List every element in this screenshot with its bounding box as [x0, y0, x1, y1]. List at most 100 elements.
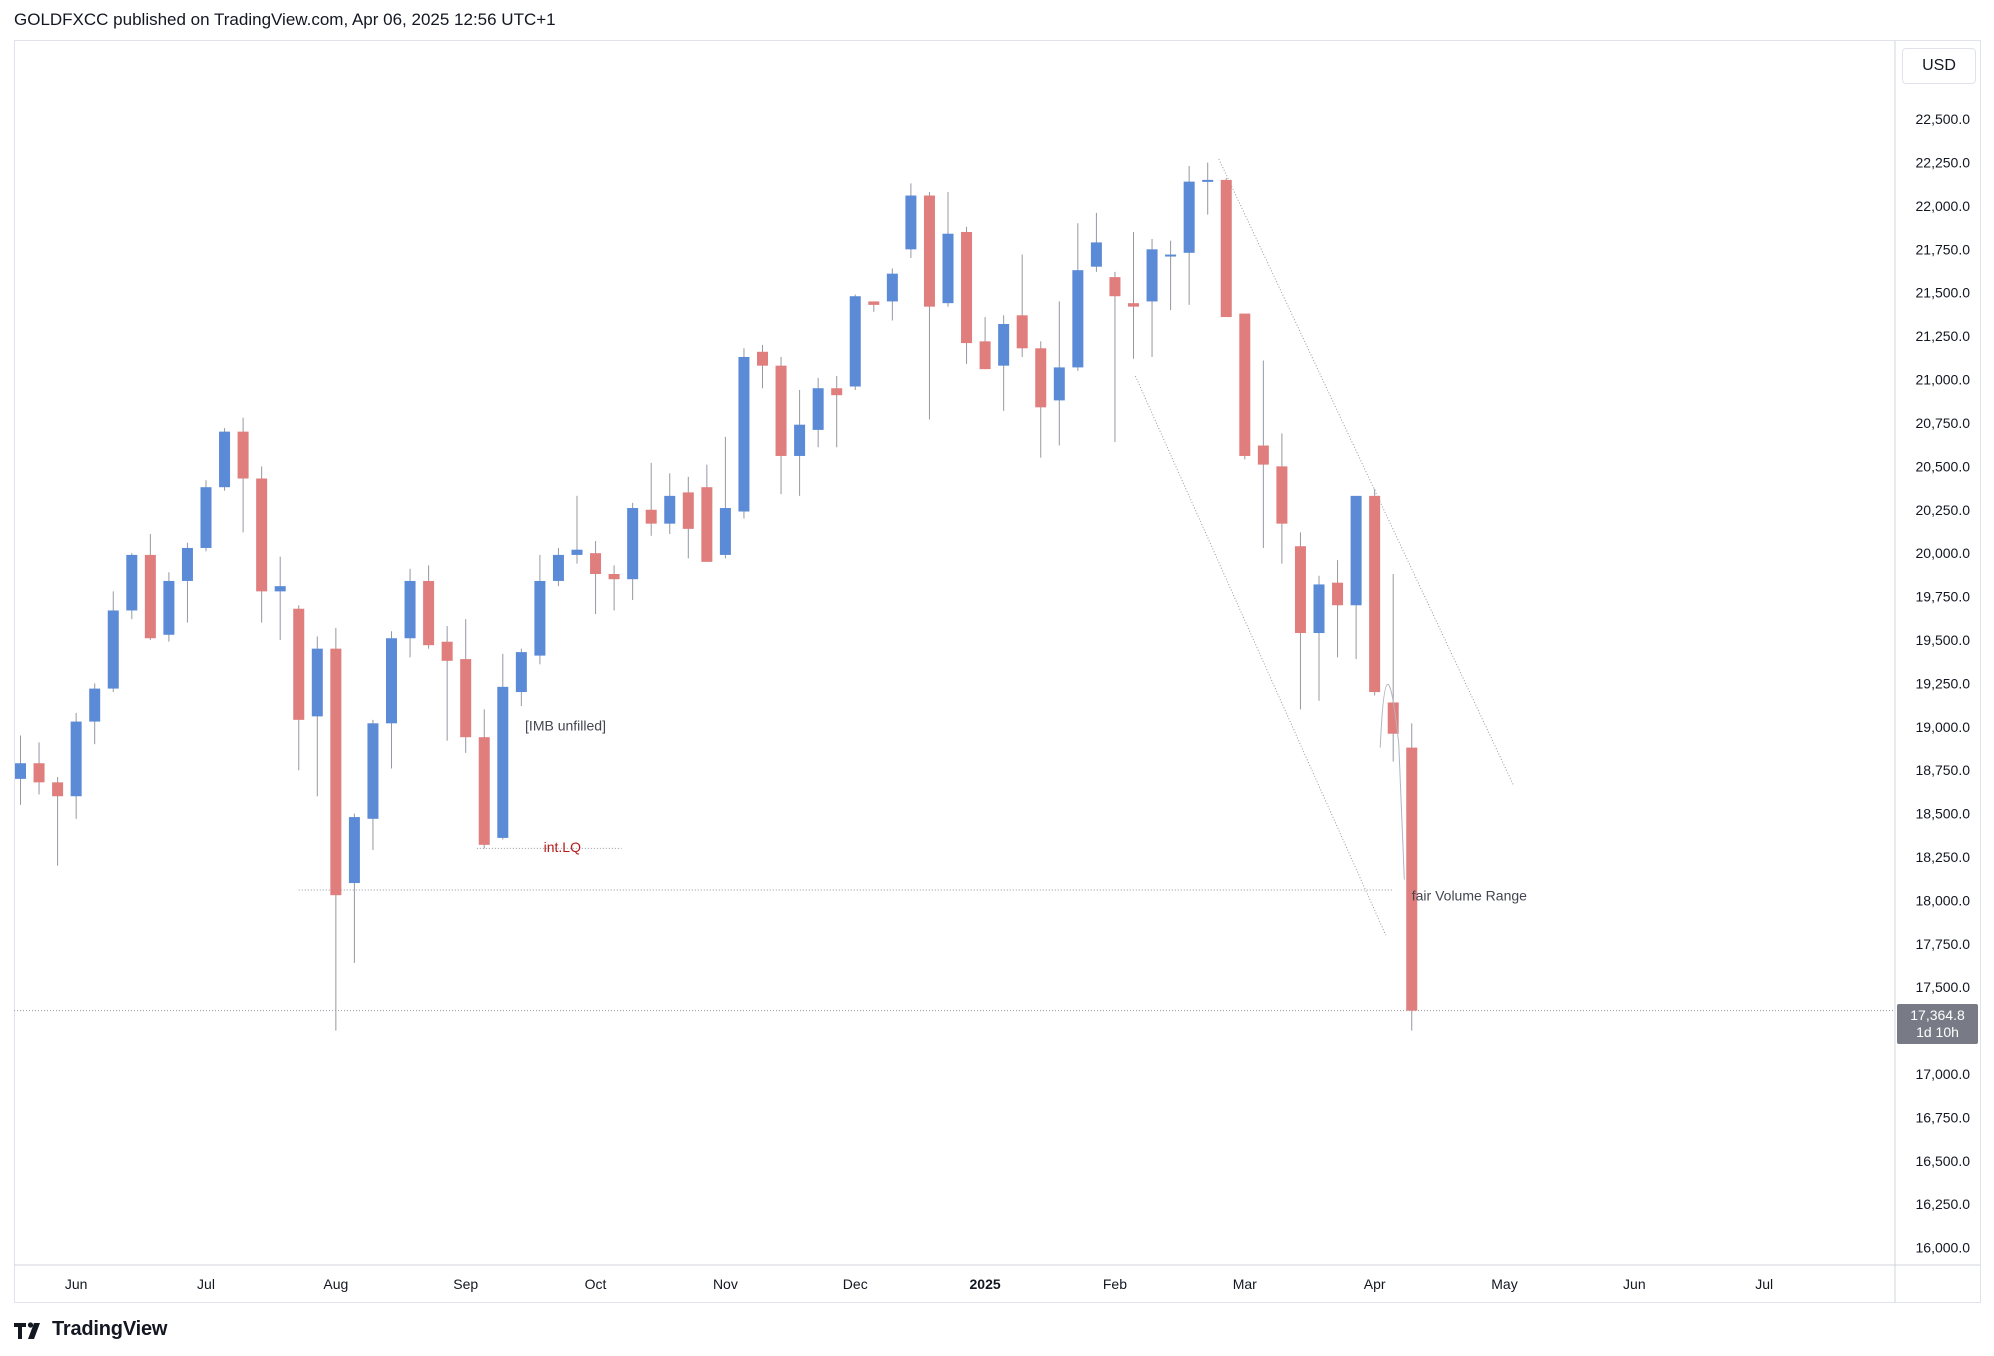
candle-body-down[interactable]: [256, 478, 268, 592]
candle-body-down[interactable]: [1387, 702, 1399, 734]
candle-body-up[interactable]: [627, 508, 639, 580]
y-tick-label: 22,500.0: [1916, 111, 1971, 127]
candle-body-up[interactable]: [1053, 367, 1065, 401]
y-tick-label: 17,500.0: [1916, 979, 1971, 995]
x-tick-label: Jun: [65, 1276, 88, 1292]
candle-body-down[interactable]: [330, 648, 342, 896]
candle-body-up[interactable]: [719, 508, 731, 555]
x-tick-label: May: [1491, 1276, 1517, 1292]
candle-body-up[interactable]: [849, 296, 861, 387]
candle-body-down[interactable]: [1276, 466, 1288, 524]
y-tick-label: 16,500.0: [1916, 1153, 1971, 1169]
x-tick-label: Oct: [585, 1276, 607, 1292]
candle-body-down[interactable]: [144, 554, 156, 639]
y-tick-label: 17,000.0: [1916, 1066, 1971, 1082]
candle-body-down[interactable]: [478, 737, 490, 845]
candle-body-up[interactable]: [942, 233, 954, 304]
candle-body-down[interactable]: [237, 431, 249, 479]
candle-body-down[interactable]: [868, 301, 880, 305]
candle-body-up[interactable]: [571, 549, 583, 555]
candle-body-up[interactable]: [1072, 270, 1084, 368]
candle-body-up[interactable]: [1165, 254, 1177, 257]
fair-volume-range-annotation: fair Volume Range: [1412, 887, 1527, 903]
candle-body-up[interactable]: [386, 638, 397, 724]
candle-body-up[interactable]: [998, 323, 1010, 366]
candle-body-down[interactable]: [775, 365, 787, 456]
candle-body-down[interactable]: [423, 580, 435, 646]
footer-brand[interactable]: TradingView: [14, 1318, 167, 1341]
candle-body-down[interactable]: [460, 659, 472, 738]
x-tick-label: 2025: [970, 1276, 1001, 1292]
candle-body-up[interactable]: [163, 580, 175, 635]
candle-body-up[interactable]: [367, 723, 379, 819]
candle-body-up[interactable]: [274, 586, 286, 592]
candle-body-up[interactable]: [1202, 179, 1214, 182]
candle-body-down[interactable]: [1109, 277, 1121, 297]
candle-body-down[interactable]: [645, 509, 657, 524]
candle-body-up[interactable]: [348, 817, 360, 884]
candle-body-up[interactable]: [1350, 495, 1362, 606]
candle-body-down[interactable]: [1128, 303, 1139, 307]
candle-body-down[interactable]: [923, 195, 935, 307]
candle-body-up[interactable]: [70, 721, 82, 797]
candle-body-up[interactable]: [404, 580, 416, 639]
candle-body-up[interactable]: [1146, 249, 1158, 302]
candle-body-down[interactable]: [1369, 495, 1381, 693]
candle-body-down[interactable]: [757, 351, 768, 366]
y-tick-label: 21,750.0: [1916, 241, 1971, 257]
candle-body-down[interactable]: [1257, 445, 1269, 465]
y-tick-label: 21,250.0: [1916, 328, 1971, 344]
candle-body-down[interactable]: [1035, 348, 1047, 408]
candle-body-down[interactable]: [1406, 747, 1418, 1011]
last-price-value: 17,364.8: [1910, 1007, 1965, 1023]
candle-body-up[interactable]: [219, 431, 231, 488]
candle-body-down[interactable]: [590, 553, 602, 575]
candle-body-up[interactable]: [905, 195, 917, 250]
currency-selector[interactable]: USD: [1902, 48, 1976, 84]
y-tick-label: 21,500.0: [1916, 285, 1971, 301]
candle-body-down[interactable]: [1332, 582, 1344, 606]
last-price-tag: 17,364.8 1d 10h: [1897, 1004, 1978, 1044]
projection-curve: [1379, 683, 1405, 880]
candle-body-down[interactable]: [1220, 179, 1232, 318]
candle-body-up[interactable]: [1090, 242, 1102, 267]
y-tick-label: 22,000.0: [1916, 198, 1971, 214]
candle-body-up[interactable]: [534, 580, 546, 656]
x-tick-label: Dec: [843, 1276, 868, 1292]
candle-body-down[interactable]: [1294, 546, 1306, 634]
candle-body-up[interactable]: [181, 547, 193, 581]
candle-body-up[interactable]: [794, 424, 806, 456]
candle-body-up[interactable]: [89, 688, 101, 722]
candle-body-down[interactable]: [608, 574, 620, 580]
candle-body-down[interactable]: [701, 487, 713, 562]
candle-body-up[interactable]: [812, 388, 824, 430]
candle-body-up[interactable]: [497, 686, 509, 838]
candle-body-down[interactable]: [33, 763, 45, 783]
candle-body-down[interactable]: [1016, 315, 1028, 349]
candle-body-down[interactable]: [682, 492, 694, 529]
candle-body-up[interactable]: [107, 610, 119, 689]
candle-body-up[interactable]: [15, 763, 26, 779]
candle-body-up[interactable]: [664, 495, 676, 524]
y-tick-label: 20,750.0: [1916, 415, 1971, 431]
candle-body-up[interactable]: [311, 648, 323, 717]
candle-body-up[interactable]: [1313, 584, 1325, 634]
y-tick-label: 18,250.0: [1916, 849, 1971, 865]
candle-body-down[interactable]: [979, 341, 991, 370]
candle-body-down[interactable]: [961, 231, 973, 344]
candle-body-up[interactable]: [552, 554, 564, 581]
candle-body-up[interactable]: [126, 554, 138, 611]
candle-body-up[interactable]: [515, 652, 527, 693]
candle-body-up[interactable]: [200, 487, 212, 548]
candle-body-up[interactable]: [738, 356, 750, 512]
candle-body-down[interactable]: [52, 782, 64, 797]
candle-body-down[interactable]: [441, 641, 453, 661]
x-tick-label: Sep: [453, 1276, 478, 1292]
candle-body-down[interactable]: [1239, 313, 1251, 456]
candle-body-up[interactable]: [886, 273, 898, 302]
candle-body-up[interactable]: [1183, 181, 1195, 253]
y-tick-label: 16,750.0: [1916, 1109, 1971, 1125]
candle-body-down[interactable]: [831, 388, 843, 396]
candle-body-down[interactable]: [293, 608, 305, 720]
